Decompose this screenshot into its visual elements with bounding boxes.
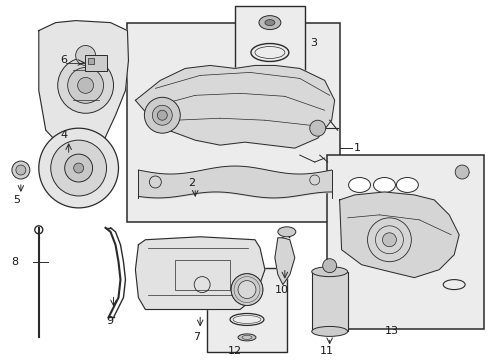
Circle shape <box>64 154 92 182</box>
Text: 1: 1 <box>353 143 360 153</box>
Ellipse shape <box>348 177 370 193</box>
Ellipse shape <box>264 20 274 26</box>
Circle shape <box>144 97 180 133</box>
Polygon shape <box>339 192 458 278</box>
Text: 11: 11 <box>319 346 333 356</box>
Circle shape <box>12 161 30 179</box>
Circle shape <box>67 67 103 103</box>
Bar <box>87 58 93 64</box>
Ellipse shape <box>311 267 347 276</box>
Circle shape <box>16 165 26 175</box>
Circle shape <box>382 233 396 247</box>
Circle shape <box>322 259 336 273</box>
Circle shape <box>454 165 468 179</box>
Circle shape <box>78 77 93 93</box>
Polygon shape <box>39 21 128 155</box>
Bar <box>311 272 347 332</box>
Ellipse shape <box>311 327 347 336</box>
Text: 5: 5 <box>13 195 20 205</box>
Circle shape <box>152 105 172 125</box>
Bar <box>326 155 483 329</box>
Circle shape <box>39 128 118 208</box>
Circle shape <box>238 280 255 298</box>
Polygon shape <box>135 66 334 148</box>
Text: 4: 4 <box>61 130 68 140</box>
Polygon shape <box>135 237 264 310</box>
Text: 7: 7 <box>193 332 200 342</box>
Ellipse shape <box>238 334 255 341</box>
Polygon shape <box>274 238 294 285</box>
Bar <box>175 260 229 289</box>
Ellipse shape <box>277 227 295 237</box>
Circle shape <box>76 45 95 66</box>
Circle shape <box>58 58 113 113</box>
Text: 13: 13 <box>384 327 398 336</box>
Text: 8: 8 <box>11 257 18 267</box>
Circle shape <box>51 140 106 196</box>
Text: 3: 3 <box>309 37 316 48</box>
Text: 12: 12 <box>227 346 242 356</box>
Text: 9: 9 <box>106 316 113 327</box>
Circle shape <box>74 163 83 173</box>
Ellipse shape <box>373 177 395 193</box>
Ellipse shape <box>396 177 417 193</box>
Text: 2: 2 <box>188 178 195 188</box>
Text: 6: 6 <box>61 55 67 66</box>
Ellipse shape <box>259 15 280 30</box>
Circle shape <box>157 110 167 120</box>
Text: 10: 10 <box>274 284 288 294</box>
Bar <box>207 268 286 352</box>
Bar <box>235 6 304 80</box>
Bar <box>84 55 106 71</box>
Circle shape <box>309 120 325 136</box>
Circle shape <box>230 274 263 306</box>
Bar <box>127 23 339 222</box>
